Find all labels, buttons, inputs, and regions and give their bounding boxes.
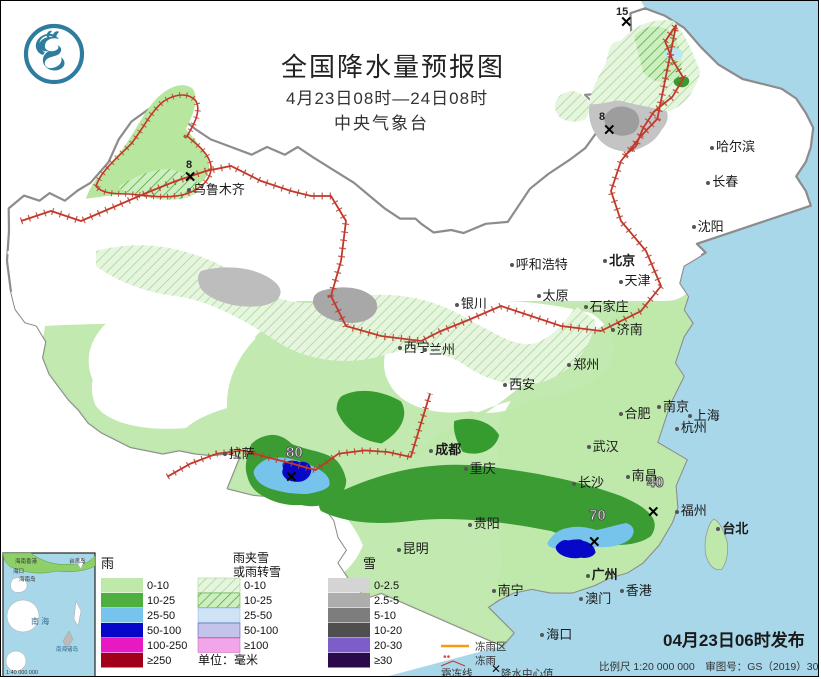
svg-text:25-50: 25-50 — [244, 610, 272, 622]
svg-text:50-100: 50-100 — [244, 625, 278, 637]
svg-text:或雨转雪: 或雨转雪 — [233, 564, 281, 579]
svg-text:南海诸岛: 南海诸岛 — [56, 645, 79, 653]
svg-text:≥100: ≥100 — [244, 640, 268, 652]
svg-text:雨夹雪: 雨夹雪 — [233, 551, 269, 565]
svg-text:25-50: 25-50 — [147, 610, 175, 622]
svg-text:••: •• — [443, 651, 451, 663]
svg-text:✕: ✕ — [491, 662, 501, 676]
svg-text:100-250: 100-250 — [147, 640, 187, 652]
svg-text:≥250: ≥250 — [147, 655, 171, 667]
svg-text:海口: 海口 — [13, 567, 24, 575]
svg-text:雨: 雨 — [101, 556, 114, 571]
svg-text:雪: 雪 — [363, 556, 376, 571]
svg-text:冻雨区: 冻雨区 — [475, 640, 507, 653]
svg-text:5-10: 5-10 — [374, 610, 396, 622]
svg-text:单位：毫米: 单位：毫米 — [198, 652, 258, 667]
svg-text:2.5-5: 2.5-5 — [374, 595, 399, 607]
svg-text:1:40 000 000: 1:40 000 000 — [6, 670, 38, 676]
svg-text:10-25: 10-25 — [244, 595, 272, 607]
svg-text:10-20: 10-20 — [374, 625, 402, 637]
svg-text:南 海: 南 海 — [31, 616, 49, 626]
svg-text:海南岛: 海南岛 — [19, 575, 36, 583]
svg-text:海南香港: 海南香港 — [15, 557, 38, 565]
svg-text:20-30: 20-30 — [374, 640, 402, 652]
svg-text:0-10: 0-10 — [147, 580, 169, 592]
svg-text:0-10: 0-10 — [244, 580, 266, 592]
svg-text:10-25: 10-25 — [147, 595, 175, 607]
svg-text:霜冻线: 霜冻线 — [441, 667, 473, 677]
svg-text:≥30: ≥30 — [374, 655, 392, 667]
svg-text:降水中心值: 降水中心值 — [501, 667, 554, 677]
svg-text:0-2.5: 0-2.5 — [374, 580, 399, 592]
svg-text:50-100: 50-100 — [147, 625, 181, 637]
svg-text:台湾岛: 台湾岛 — [69, 557, 86, 565]
